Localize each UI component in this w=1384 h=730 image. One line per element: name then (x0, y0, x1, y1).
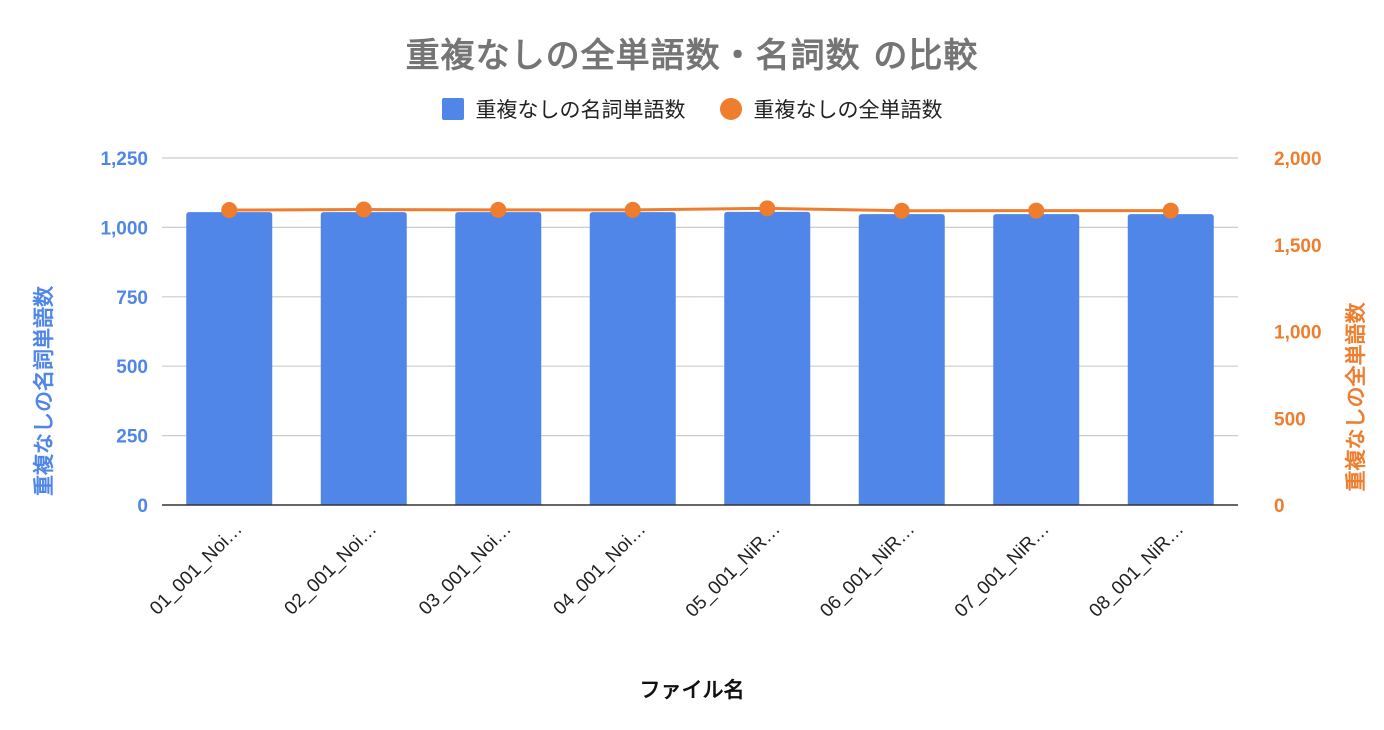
data-point[interactable] (1028, 202, 1045, 219)
chart-title: 重複なしの全単語数・名詞数 の比較 (405, 36, 979, 76)
right-tick-label: 1,000 (1274, 323, 1322, 344)
legend-label-all-words: 重複なしの全単語数 (753, 98, 943, 122)
right-tick-label: 1,500 (1274, 236, 1322, 257)
left-tick-label: 0 (137, 496, 148, 517)
left-axis-title: 重複なしの名詞単語数 (32, 286, 56, 496)
x-tick-label: 03_001_Noi… (415, 519, 516, 620)
x-axis-title: ファイル名 (639, 678, 745, 702)
bar[interactable] (858, 214, 945, 505)
bar[interactable] (455, 212, 542, 505)
right-tick-label: 500 (1274, 409, 1306, 430)
legend-item-nouns[interactable]: 重複なしの名詞単語数 (441, 94, 686, 124)
line-path (229, 206, 1171, 213)
x-axis-labels: 01_001_Noi… 02_001_Noi… 03_001_Noi… 04_001_… (146, 519, 1188, 622)
bar[interactable] (589, 212, 676, 505)
data-point[interactable] (221, 202, 238, 219)
data-point[interactable] (355, 201, 372, 218)
square-swatch-icon (441, 98, 464, 120)
legend-label-nouns: 重複なしの名詞単語数 (475, 98, 686, 122)
x-tick-label: 06_001_NiR… (816, 519, 919, 622)
right-axis-title: 重複なしの全単語数 (1344, 302, 1368, 492)
bar[interactable] (186, 212, 273, 505)
data-point[interactable] (759, 200, 776, 217)
right-axis-ticks: 0 500 1,000 1,500 2,000 (1274, 149, 1322, 517)
x-tick-label: 08_001_NiR… (1085, 519, 1188, 622)
bar[interactable] (1127, 214, 1214, 505)
bar[interactable] (724, 211, 811, 505)
legend: 重複なしの名詞単語数 重複なしの全単語数 (0, 94, 1384, 124)
left-tick-label: 1,000 (100, 218, 148, 239)
x-tick-label: 02_001_Noi… (281, 519, 382, 620)
x-tick-label: 07_001_NiR… (951, 519, 1054, 622)
left-tick-label: 1,250 (100, 149, 148, 170)
data-point[interactable] (490, 201, 507, 218)
circle-swatch-icon (719, 98, 742, 120)
left-tick-label: 500 (116, 357, 148, 378)
left-tick-label: 250 (116, 427, 148, 448)
x-tick-label: 01_001_Noi… (146, 519, 247, 620)
right-tick-label: 2,000 (1274, 149, 1322, 170)
data-point[interactable] (1162, 202, 1179, 219)
data-point[interactable] (893, 202, 910, 219)
data-point[interactable] (624, 201, 641, 218)
bar-series (186, 211, 1214, 505)
x-tick-label: 05_001_NiR… (682, 519, 785, 622)
bar[interactable] (320, 212, 407, 505)
line-series (221, 200, 1179, 219)
left-axis-ticks: 0 250 500 750 1,000 1,250 (100, 149, 148, 517)
legend-item-all-words[interactable]: 重複なしの全単語数 (719, 94, 943, 124)
x-tick-label: 04_001_Noi… (550, 519, 651, 620)
left-tick-label: 750 (116, 288, 148, 309)
bar[interactable] (993, 214, 1080, 505)
right-tick-label: 0 (1274, 496, 1285, 517)
